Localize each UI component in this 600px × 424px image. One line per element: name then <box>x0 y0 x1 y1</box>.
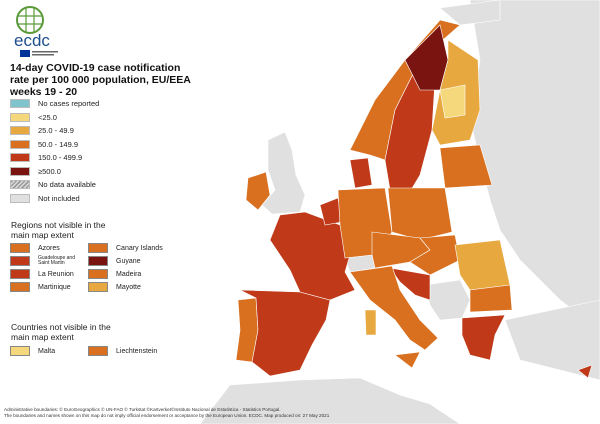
legend-label: ≥500.0 <box>38 166 61 176</box>
swatch <box>10 166 30 176</box>
countries-legend: Malta Liechtenstein <box>10 346 188 356</box>
swatch <box>88 256 108 266</box>
footer-line: Administrative boundaries: © EuroGeograp… <box>4 407 281 412</box>
region-label: Madeira <box>116 270 142 278</box>
region-azores: Azores <box>10 243 88 253</box>
country-greece <box>461 314 506 361</box>
legend-label: No data available <box>38 180 96 190</box>
region-norway-north <box>439 0 501 26</box>
swatch <box>10 256 30 266</box>
region-guyane: Guyane <box>88 256 188 266</box>
country-poland <box>387 187 453 241</box>
legend-label: 50.0 - 149.9 <box>38 139 79 149</box>
country-denmark <box>349 157 373 189</box>
swatch <box>10 193 30 203</box>
footer: Administrative boundaries: © EuroGeograp… <box>4 407 329 419</box>
region-label: Canary Islands <box>116 244 163 252</box>
legend-label: 150.0 - 499.9 <box>38 153 83 163</box>
swatch <box>88 346 108 356</box>
legend-item-150-499: 150.0 - 499.9 <box>10 151 99 165</box>
region-balkans-nonEU <box>424 279 471 321</box>
legend-item-no-cases: No cases reported <box>10 97 99 111</box>
country-sicily <box>394 351 421 369</box>
region-north-africa <box>199 377 461 424</box>
region-madeira: Madeira <box>88 269 188 279</box>
country-ireland <box>245 171 271 211</box>
country-romania <box>454 239 511 291</box>
region-canary: Canary Islands <box>88 243 188 253</box>
country-italy <box>349 265 439 351</box>
legend-item-no-data: No data available <box>10 178 99 192</box>
swatch <box>10 112 30 122</box>
swatch <box>10 126 30 136</box>
legend-item-500plus: ≥500.0 <box>10 165 99 179</box>
country-label: Malta <box>38 347 56 355</box>
swatch <box>88 243 108 253</box>
region-label: Martinique <box>38 283 71 291</box>
region-martinique: Martinique <box>10 282 88 292</box>
region-finland-south <box>439 84 466 119</box>
region-label: Guyane <box>116 257 141 265</box>
swatch <box>88 282 108 292</box>
country-malta: Malta <box>10 346 88 356</box>
country-sardinia <box>364 309 377 336</box>
swatch <box>10 243 30 253</box>
footer-line: The boundaries and names shown on this m… <box>4 413 330 418</box>
region-label: La Reunion <box>38 270 74 278</box>
country-bulgaria <box>469 284 513 313</box>
legend-label: 25.0 - 49.9 <box>38 126 74 136</box>
region-label: Guadeloupe and Saint Martin <box>38 254 75 266</box>
legend: No cases reported <25.0 25.0 - 49.9 50.0… <box>10 97 99 205</box>
map-title: 14-day COVID-19 case notification rate p… <box>10 62 191 98</box>
legend-label: <25.0 <box>38 112 57 122</box>
country-cyprus <box>577 364 593 379</box>
country-liechtenstein: Liechtenstein <box>88 346 188 356</box>
ecdc-logo: ecdc <box>8 4 72 60</box>
country-croatia-slovenia <box>389 267 431 301</box>
regions-legend: Azores Canary Islands Guadeloupe and Sai… <box>10 243 188 292</box>
swatch <box>10 282 30 292</box>
svg-text:ecdc: ecdc <box>14 31 50 50</box>
swatch <box>88 269 108 279</box>
legend-item-lt25: <25.0 <box>10 111 99 125</box>
legend-item-25-49: 25.0 - 49.9 <box>10 124 99 138</box>
region-label: Mayotte <box>116 283 141 291</box>
region-mayotte: Mayotte <box>88 282 188 292</box>
swatch <box>10 99 30 109</box>
legend-item-50-149: 50.0 - 149.9 <box>10 138 99 152</box>
country-label: Liechtenstein <box>116 347 158 355</box>
country-baltics <box>439 144 493 189</box>
regions-heading: Regions not visible in the main map exte… <box>11 220 106 240</box>
swatch <box>10 346 30 356</box>
region-turkey <box>504 299 600 381</box>
countries-heading: Countries not visible in the main map ex… <box>11 322 111 342</box>
region-guadeloupe: Guadeloupe and Saint Martin <box>10 254 88 266</box>
region-reunion: La Reunion <box>10 269 88 279</box>
region-label: Azores <box>38 244 60 252</box>
legend-item-not-included: Not included <box>10 192 99 206</box>
swatch <box>10 153 30 163</box>
legend-label: No cases reported <box>38 99 100 109</box>
swatch <box>10 269 30 279</box>
swatch <box>10 180 30 190</box>
swatch <box>10 139 30 149</box>
legend-label: Not included <box>38 193 80 203</box>
region-uk <box>261 131 306 215</box>
